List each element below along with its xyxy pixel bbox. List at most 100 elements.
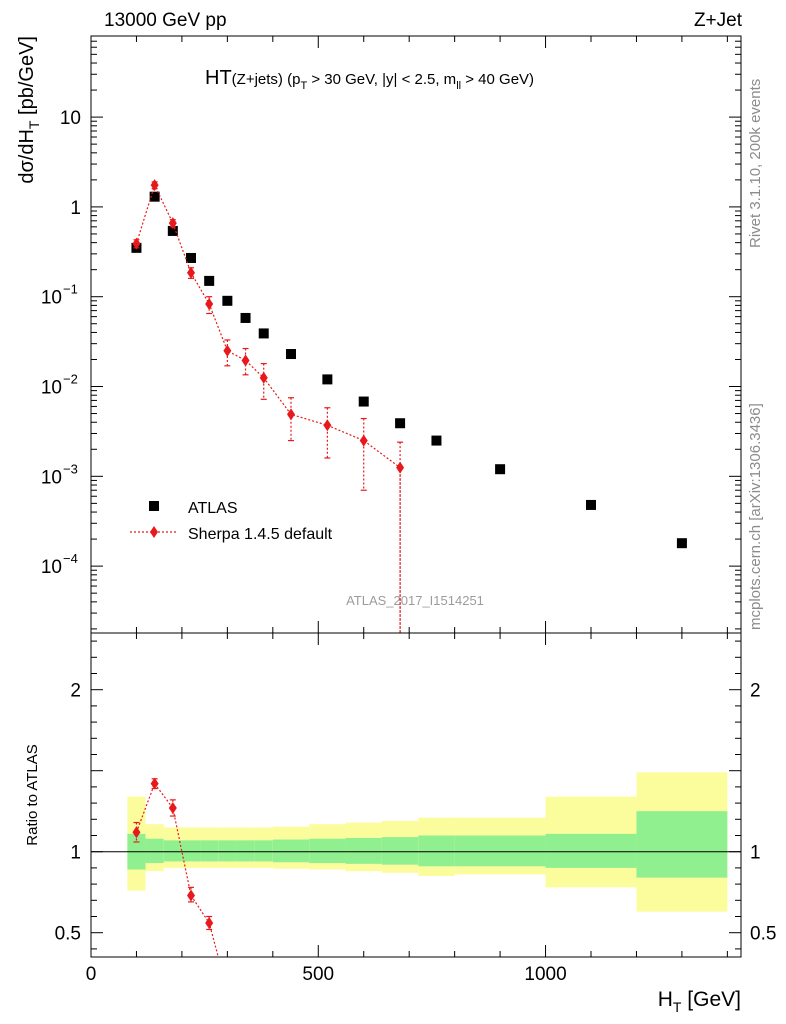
y-tick-label-base: 10 bbox=[41, 467, 62, 488]
title-subscript: T bbox=[300, 80, 307, 92]
plot-title: HT(Z+jets) (pT > 30 GeV, |y| < 2.5, mll … bbox=[205, 67, 534, 92]
ratio-inner-band bbox=[254, 840, 273, 862]
ratio-inner-band bbox=[454, 835, 546, 867]
sherpa-data-point bbox=[287, 408, 295, 421]
y-tick-label-base: 10 bbox=[41, 557, 62, 578]
atlas-data-point bbox=[431, 435, 442, 446]
title-part: (p bbox=[287, 71, 300, 88]
x-tick-label: 0 bbox=[86, 964, 97, 985]
ratio-y-tick-label-left: 2 bbox=[70, 681, 81, 702]
y-tick-label-exponent: −3 bbox=[63, 461, 78, 476]
ratio-data-point bbox=[168, 801, 177, 814]
y-tick-label: 1 bbox=[70, 198, 81, 219]
y-tick-label-base: 10 bbox=[41, 378, 62, 399]
ratio-y-tick-label-right: 1 bbox=[750, 843, 761, 864]
ratio-inner-band bbox=[636, 811, 728, 878]
atlas-data-point bbox=[286, 349, 296, 360]
ratio-inner-band bbox=[145, 838, 164, 864]
ratio-inner-band bbox=[181, 840, 201, 862]
sherpa-data-point bbox=[132, 237, 141, 250]
sherpa-line bbox=[135, 183, 401, 633]
title-part: > 40 GeV) bbox=[461, 71, 534, 88]
ratio-inner-band bbox=[309, 838, 346, 864]
ratio-y-tick-label-right: 2 bbox=[750, 681, 761, 702]
x-label-subscript: T bbox=[673, 999, 682, 1015]
ratio-data-point bbox=[150, 777, 159, 790]
y-tick-label: 10 −2 bbox=[41, 372, 78, 399]
legend-atlas-label: ATLAS bbox=[188, 500, 238, 517]
ratio-data-point bbox=[187, 889, 195, 902]
sherpa-data-point bbox=[241, 354, 250, 367]
atlas-data-point bbox=[167, 225, 178, 236]
title-main: HT bbox=[205, 67, 232, 89]
ratio-y-tick-label-left: 1 bbox=[70, 843, 81, 864]
atlas-data-point bbox=[222, 295, 233, 306]
y-tick-label: 10 bbox=[60, 108, 81, 129]
atlas-data-point bbox=[395, 418, 406, 429]
atlas-data-point bbox=[204, 275, 215, 286]
x-tick-label: 1000 bbox=[524, 964, 566, 985]
ratio-inner-band bbox=[218, 840, 237, 862]
atlas-data-point bbox=[322, 374, 333, 385]
ratio-y-tick-label-left: 0.5 bbox=[55, 924, 81, 945]
y-tick-label: 10 −1 bbox=[41, 282, 78, 309]
ratio-y-axis-label: Ratio to ATLAS bbox=[24, 744, 41, 845]
legend-atlas-marker bbox=[149, 501, 159, 511]
sherpa-data-point bbox=[359, 434, 368, 447]
atlas-data-point bbox=[495, 464, 506, 475]
y-tick-label-exponent: −1 bbox=[63, 282, 78, 297]
y-tick-label: 10 −3 bbox=[41, 461, 78, 488]
ratio-inner-band bbox=[381, 837, 419, 865]
main-plot-frame bbox=[90, 35, 742, 634]
ratio-data-point bbox=[205, 916, 214, 929]
sherpa-data-point bbox=[205, 297, 214, 310]
atlas-data-point bbox=[586, 499, 596, 510]
atlas-data-point bbox=[676, 538, 687, 549]
title-subscript: ll bbox=[456, 80, 461, 92]
ratio-inner-band bbox=[545, 833, 637, 868]
sherpa-data-point bbox=[223, 344, 232, 357]
header-collision-label: 13000 GeV pp bbox=[104, 10, 227, 31]
atlas-data-point bbox=[358, 396, 369, 407]
y-tick-label: 10 −4 bbox=[41, 551, 78, 578]
ratio-y-tick-label-right: 0.5 bbox=[750, 924, 776, 945]
x-label-part: H bbox=[658, 988, 673, 1011]
x-axis-label: HT [GeV] bbox=[658, 988, 741, 1015]
y-label-part: [pb/GeV] bbox=[16, 36, 38, 121]
main-y-axis-label: dσ/dHT [pb/GeV] bbox=[16, 36, 42, 184]
ratio-data-point bbox=[132, 826, 141, 839]
title-sub: (Z+jets) bbox=[232, 71, 287, 88]
sherpa-data-point bbox=[259, 371, 268, 384]
atlas-data-point bbox=[240, 312, 251, 323]
title-part: > 30 GeV, |y| < 2.5, m bbox=[307, 71, 456, 88]
atlas-data-point bbox=[258, 328, 269, 339]
y-tick-label-base: 10 bbox=[41, 288, 62, 309]
sherpa-data-point bbox=[150, 179, 159, 192]
legend-sherpa-label: Sherpa 1.4.5 default bbox=[188, 526, 333, 543]
atlas-data-point bbox=[149, 191, 160, 202]
sherpa-data-point bbox=[323, 419, 332, 432]
header-process-label: Z+Jet bbox=[693, 10, 742, 31]
ratio-inner-band bbox=[200, 840, 219, 862]
legend: ATLAS Sherpa 1.4.5 default bbox=[130, 500, 333, 543]
x-label-part: [GeV] bbox=[681, 988, 741, 1011]
analysis-watermark: ATLAS_2017_I1514251 bbox=[346, 593, 484, 608]
x-tick-label: 500 bbox=[302, 964, 334, 985]
ratio-inner-band bbox=[163, 840, 182, 862]
y-tick-label-exponent: −4 bbox=[63, 551, 78, 566]
ratio-panel: 0 500 1000 0.5 0.5 1 1 2 2 Ratio to ATLAS HT [GeV] bbox=[24, 632, 776, 1015]
ratio-inner-band bbox=[418, 835, 455, 867]
atlas-data-point bbox=[186, 252, 196, 263]
ratio-inner-band bbox=[236, 840, 255, 862]
y-tick-label-exponent: −2 bbox=[63, 372, 78, 387]
sherpa-data-point bbox=[168, 217, 177, 230]
legend-sherpa-marker bbox=[150, 526, 158, 538]
ratio-plot-frame bbox=[90, 632, 742, 958]
sherpa-data-point bbox=[396, 461, 405, 474]
y-label-subscript: T bbox=[26, 120, 42, 129]
ratio-inner-band bbox=[272, 839, 310, 863]
y-label-part: dσ/dH bbox=[16, 129, 38, 184]
sherpa-data-point bbox=[187, 266, 195, 279]
ratio-inner-band bbox=[345, 837, 382, 864]
